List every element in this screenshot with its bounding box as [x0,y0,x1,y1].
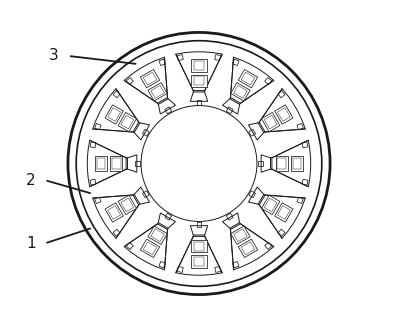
Polygon shape [191,59,207,72]
Polygon shape [191,75,207,87]
Polygon shape [124,57,168,103]
Polygon shape [148,83,167,101]
Polygon shape [248,187,264,204]
Polygon shape [118,195,137,215]
Polygon shape [127,155,137,172]
Polygon shape [231,83,250,101]
Polygon shape [140,70,160,88]
Polygon shape [158,99,176,114]
Polygon shape [93,89,139,132]
Polygon shape [105,203,123,222]
Polygon shape [231,226,250,244]
Polygon shape [105,105,123,124]
Polygon shape [124,224,168,270]
Polygon shape [248,123,264,140]
Polygon shape [190,92,208,101]
Polygon shape [275,105,293,124]
Polygon shape [176,236,222,275]
Polygon shape [87,140,126,187]
Text: 1: 1 [26,236,35,251]
Polygon shape [275,156,288,171]
Polygon shape [134,187,150,204]
Polygon shape [238,239,258,257]
Polygon shape [93,195,139,238]
Polygon shape [261,112,280,132]
Polygon shape [148,226,167,244]
Polygon shape [291,156,303,171]
Polygon shape [275,203,293,222]
Polygon shape [134,123,150,140]
Polygon shape [95,156,107,171]
Polygon shape [230,224,274,270]
Polygon shape [222,213,240,228]
Polygon shape [230,57,274,103]
Circle shape [76,41,322,286]
Polygon shape [191,255,207,268]
Polygon shape [261,155,271,172]
Polygon shape [176,52,222,91]
Polygon shape [110,156,123,171]
Polygon shape [259,195,305,238]
Polygon shape [191,240,207,252]
Polygon shape [272,140,311,187]
Polygon shape [259,89,305,132]
Polygon shape [140,239,160,257]
Text: 2: 2 [26,173,35,188]
Text: 3: 3 [49,48,59,63]
Polygon shape [190,226,208,235]
Polygon shape [222,99,240,114]
Polygon shape [238,70,258,88]
Polygon shape [261,195,280,215]
Polygon shape [158,213,176,228]
Polygon shape [118,112,137,132]
